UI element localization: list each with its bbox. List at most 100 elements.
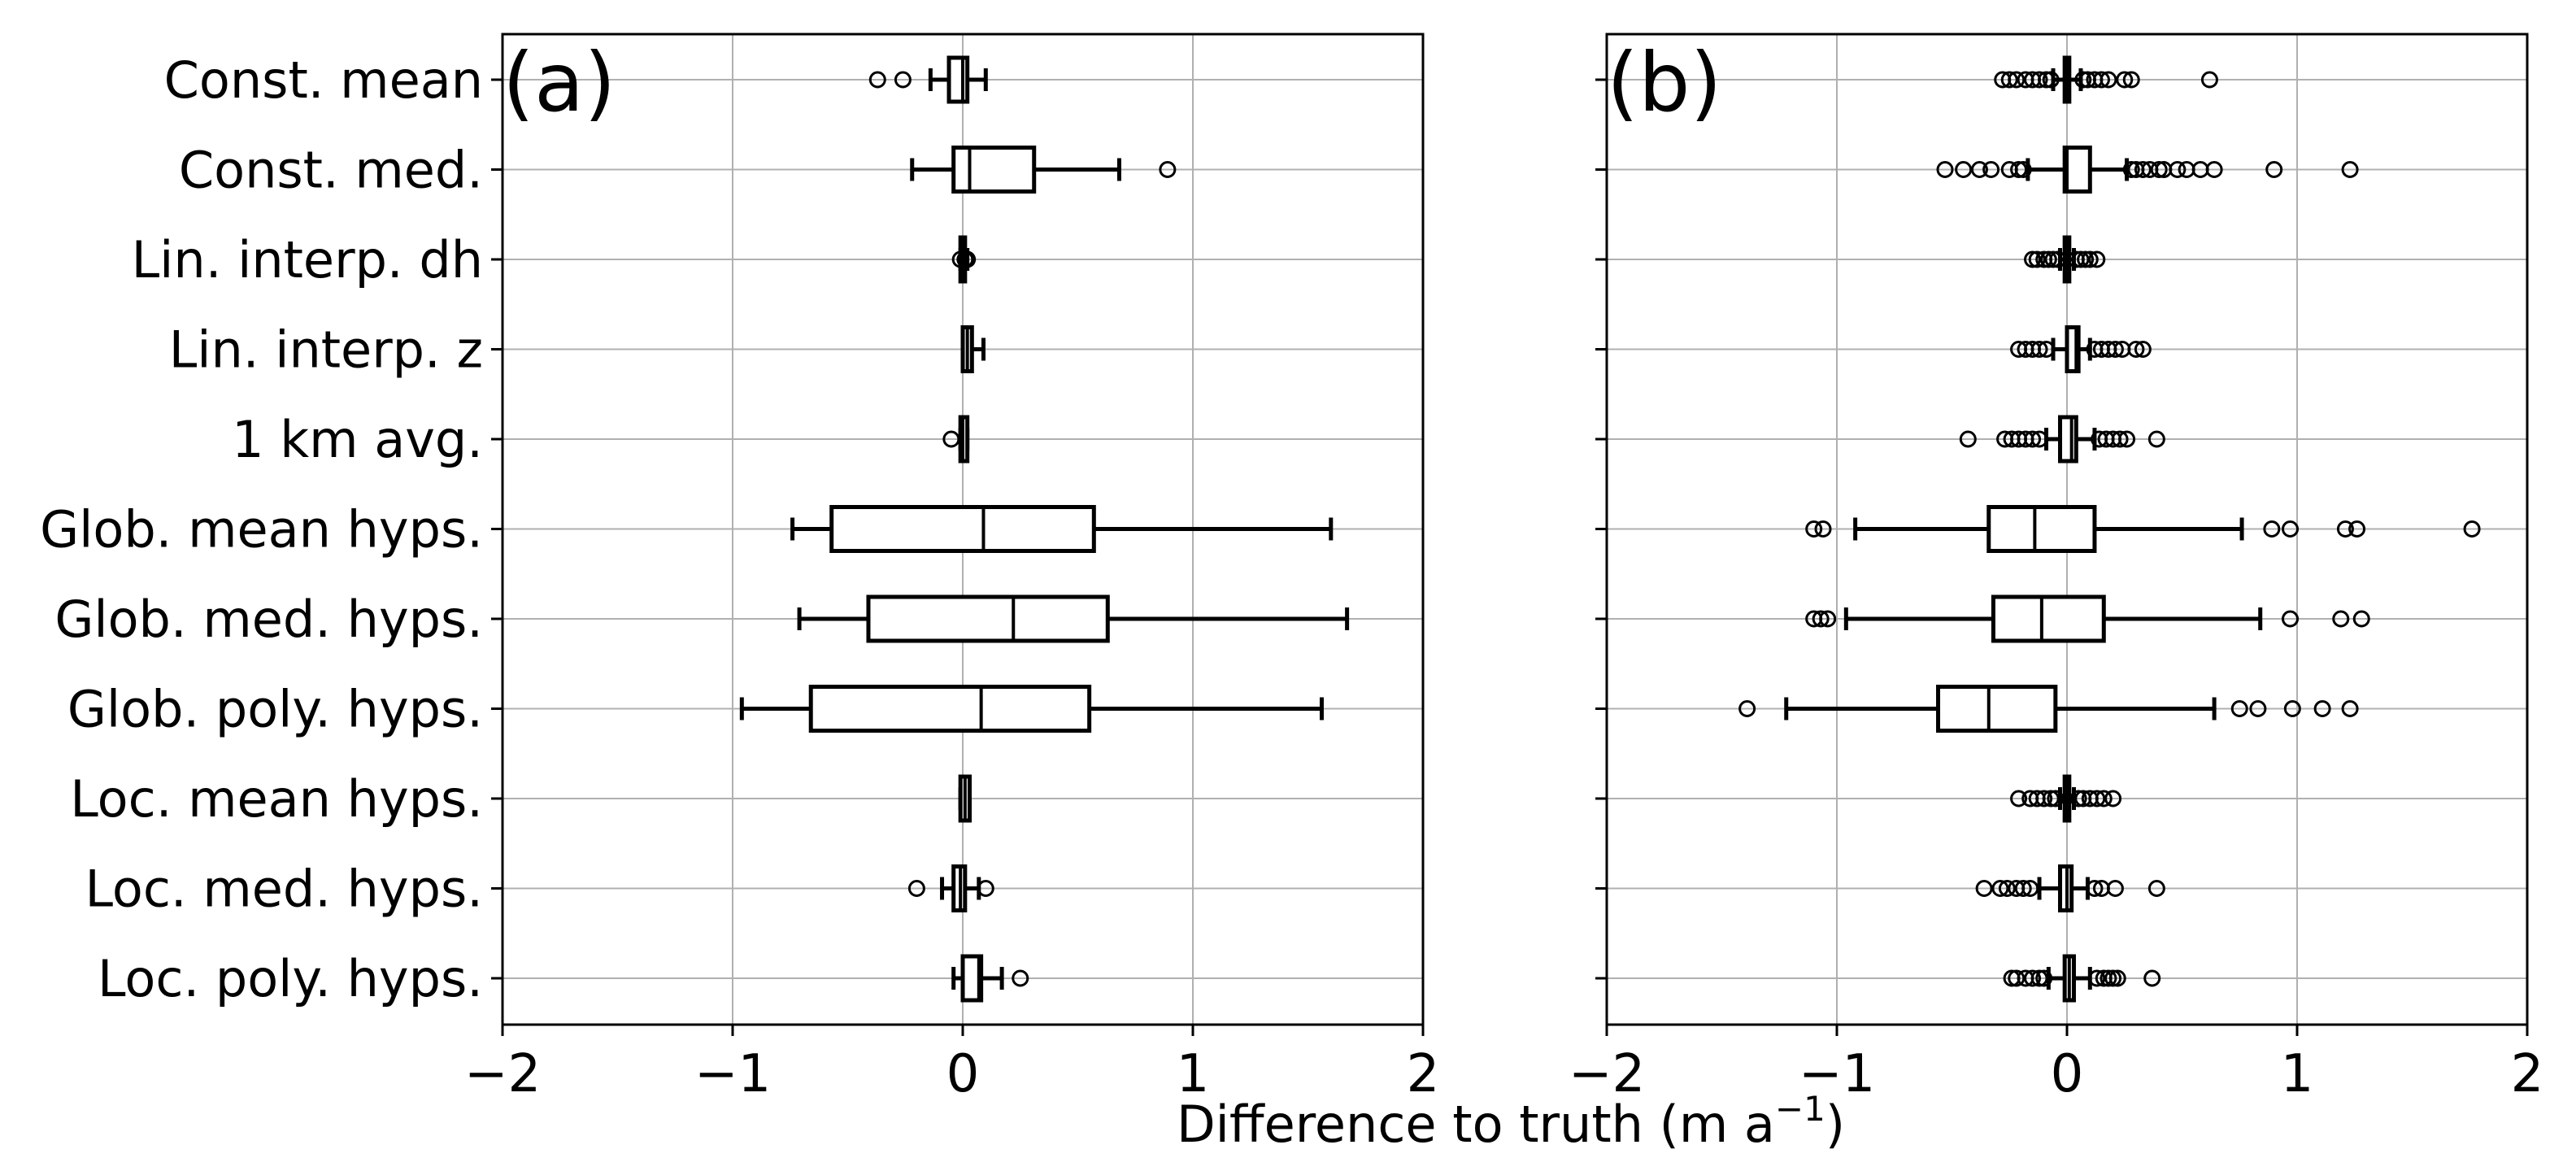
outlier-point: [2008, 969, 2026, 987]
outlier-point: [2047, 790, 2065, 808]
box-plot-row: [951, 235, 977, 284]
outlier-point: [2249, 700, 2267, 717]
outlier-point: [2122, 71, 2140, 89]
panel-label: (b): [1607, 35, 1722, 130]
outlier-point: [1812, 610, 1830, 628]
outlier-point: [2332, 610, 2350, 628]
outlier-point: [894, 71, 912, 89]
outlier-point: [951, 250, 969, 268]
outlier-point: [959, 250, 977, 268]
outlier-point: [2010, 790, 2028, 808]
outlier-point: [907, 880, 925, 897]
outlier-point: [2341, 161, 2359, 178]
outlier-point: [2042, 71, 2060, 89]
outlier-point: [2106, 880, 2124, 897]
outlier-point: [2042, 790, 2060, 808]
x-axis-title-close: ): [1825, 1095, 1845, 1154]
outlier-point: [2100, 969, 2117, 987]
outlier-point: [2147, 880, 2165, 897]
outlier-point: [2134, 341, 2152, 358]
outlier-point: [1959, 430, 1977, 448]
x-axis-title: Difference to truth (m a−1): [1177, 1089, 1845, 1154]
outlier-point: [2265, 161, 2283, 178]
box-iqr: [951, 146, 1037, 194]
outlier-point: [2088, 969, 2106, 987]
outlier-point: [942, 430, 960, 448]
outlier-point: [2021, 880, 2039, 897]
outlier-point: [2127, 341, 2145, 358]
category-label: Glob. mean hyps.: [40, 500, 483, 559]
outlier-point: [2049, 250, 2067, 268]
outlier-point: [2282, 610, 2300, 628]
box-plot-row: [907, 864, 994, 912]
box-iqr: [1986, 505, 2097, 553]
outlier-point: [2024, 969, 2042, 987]
outlier-point: [2081, 250, 2099, 268]
outlier-point: [2463, 520, 2481, 538]
category-label: Const. med.: [179, 141, 483, 200]
outlier-point: [977, 880, 994, 897]
outlier-point: [2000, 71, 2018, 89]
x-tick-label: 2: [2511, 1044, 2544, 1104]
x-tick-label: −2: [1569, 1044, 1645, 1104]
box-plot-row: [951, 954, 1029, 1003]
outlier-point: [1819, 610, 1837, 628]
box-iqr: [1936, 685, 2058, 733]
outlier-point: [2116, 71, 2134, 89]
outlier-point: [2035, 969, 2053, 987]
outlier-point: [2044, 250, 2062, 268]
box-plot-row: [868, 55, 988, 104]
category-label: Loc. mean hyps.: [70, 769, 483, 829]
outlier-point: [1991, 880, 2009, 897]
box-iqr: [960, 954, 984, 1003]
x-tick-label: 0: [946, 1044, 980, 1104]
box-plot-row: [1738, 685, 2359, 733]
outlier-point: [2030, 430, 2048, 448]
outlier-point: [1805, 520, 1823, 538]
outlier-point: [2069, 790, 2087, 808]
outlier-point: [2230, 700, 2248, 717]
box-plot-row: [797, 594, 1350, 643]
outlier-point: [1982, 161, 2000, 178]
box-plot-row: [1936, 146, 2359, 194]
outlier-point: [2014, 161, 2032, 178]
box-iqr: [2062, 146, 2092, 194]
box-iqr: [2058, 415, 2078, 464]
box-plot-row: [1975, 864, 2165, 912]
box-plot-row: [1959, 415, 2165, 464]
outlier-point: [2014, 880, 2032, 897]
panel-a: −2 −1 0 1 2 Const. mean Const. med. Lin. interp…: [40, 33, 1439, 1104]
outlier-point: [2341, 700, 2359, 717]
outlier-point: [2092, 71, 2110, 89]
outlier-point: [2028, 250, 2046, 268]
x-tick-label: 1: [2281, 1044, 2314, 1104]
outlier-point: [2336, 520, 2354, 538]
outlier-point: [2024, 250, 2042, 268]
outlier-point: [2348, 520, 2366, 538]
outlier-point: [2111, 430, 2129, 448]
outlier-point: [1738, 700, 1756, 717]
x-tick-label: 0: [2051, 1044, 2084, 1104]
box-plot-row: [942, 415, 970, 464]
box-plot-row: [2024, 235, 2106, 284]
outlier-point: [2150, 161, 2168, 178]
outlier-point: [2104, 969, 2122, 987]
x-tick-label: −1: [694, 1044, 771, 1104]
outlier-point: [868, 71, 886, 89]
outlier-point: [2100, 71, 2117, 89]
outlier-point: [2030, 71, 2048, 89]
box-plot-row: [790, 505, 1334, 553]
category-label: Glob. poly. hyps.: [67, 680, 483, 739]
outlier-point: [2263, 520, 2281, 538]
outlier-point: [2283, 700, 2301, 717]
box-plot-row: [1994, 55, 2218, 104]
x-tick-label: −1: [1799, 1044, 1875, 1104]
box-plot-row: [958, 774, 972, 823]
x-axis-title-exponent: −1: [1775, 1089, 1825, 1129]
outlier-point: [2108, 969, 2126, 987]
category-label: Lin. interp. dh: [132, 230, 483, 289]
outlier-point: [2010, 161, 2028, 178]
outlier-point: [2282, 520, 2300, 538]
outlier-point: [1012, 969, 1029, 987]
